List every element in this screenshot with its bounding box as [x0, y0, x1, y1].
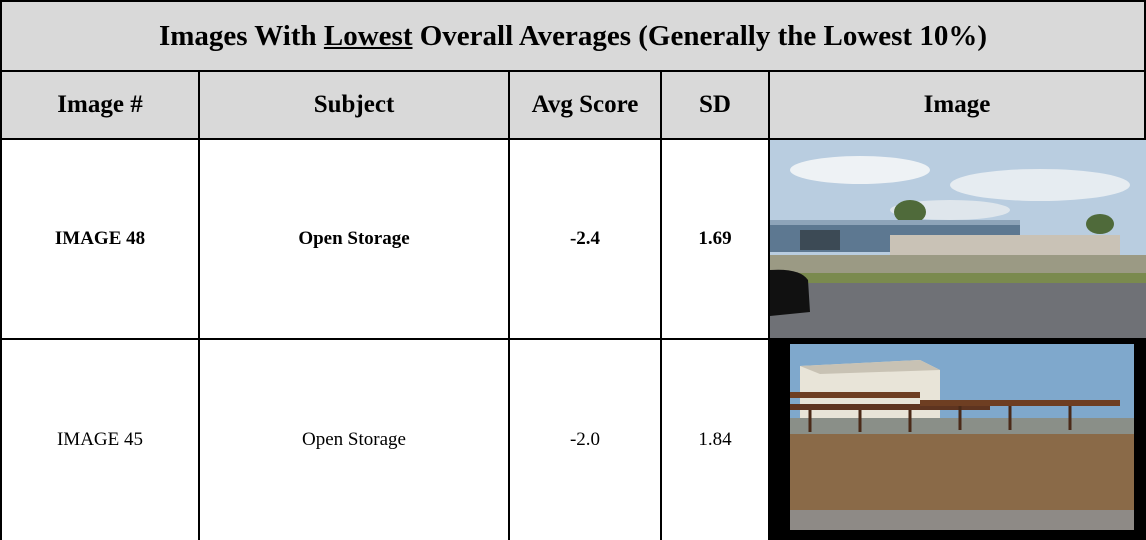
cell: Open Storage	[200, 340, 508, 540]
header-cell: Image #	[2, 72, 198, 138]
cell: -2.4	[510, 140, 660, 338]
header-cell: Avg Score	[510, 72, 660, 138]
cell: 1.69	[662, 140, 768, 338]
title-cell: Images With Lowest Overall Averages (Gen…	[2, 2, 1144, 70]
cell: IMAGE 45	[2, 340, 198, 540]
header-cell: SD	[662, 72, 768, 138]
title-text: Images With	[158, 19, 324, 52]
cell: -2.0	[510, 340, 660, 540]
title-text: Overall Averages (Generally the Lowest 1…	[412, 19, 987, 52]
title-emphasis: Lowest	[323, 19, 413, 52]
cell: 1.84	[662, 340, 768, 540]
cell: Open Storage	[200, 140, 508, 338]
header-cell: Subject	[200, 72, 508, 138]
cell: IMAGE 48	[2, 140, 198, 338]
photo	[770, 340, 1146, 540]
photo	[770, 140, 1146, 338]
header-cell: Image	[770, 72, 1144, 138]
